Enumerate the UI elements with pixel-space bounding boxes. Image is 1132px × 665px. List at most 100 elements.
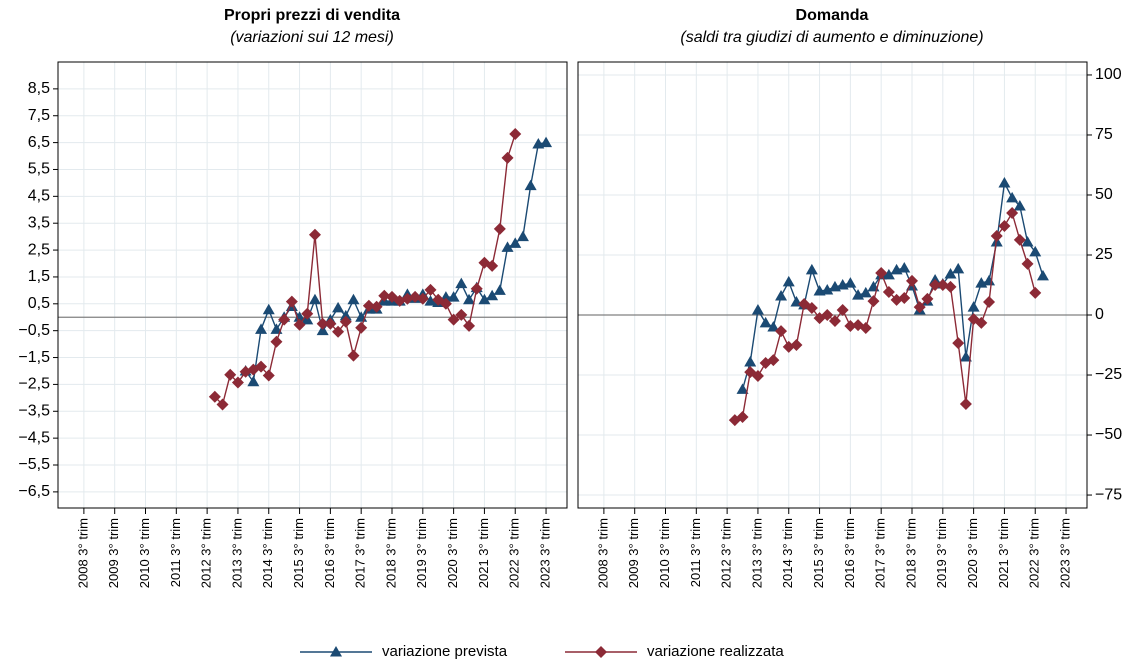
- y-tick-label: −0,5: [18, 322, 50, 339]
- y-tick-label: 50: [1095, 186, 1113, 203]
- x-tick-label: 2017 3° trim: [873, 518, 888, 588]
- plot-frame: [57, 61, 568, 509]
- series-line: [245, 141, 547, 384]
- y-tick-label: −1,5: [18, 349, 50, 366]
- diamond-marker: [1013, 233, 1026, 246]
- x-tick-label: 2013 3° trim: [749, 518, 764, 588]
- triangle-marker: [486, 289, 499, 301]
- diamond-marker: [332, 325, 345, 338]
- diamond-marker: [424, 283, 437, 296]
- x-tick-label: 2020 3° trim: [445, 518, 460, 588]
- triangle-marker: [262, 303, 275, 315]
- triangle-marker: [736, 383, 749, 394]
- diamond-marker: [255, 360, 268, 373]
- diamond-marker: [867, 295, 880, 308]
- diamond-marker: [285, 295, 298, 308]
- x-tick-label: 2021 3° trim: [476, 518, 491, 588]
- x-tick-label: 2021 3° trim: [996, 518, 1011, 588]
- diamond-marker: [270, 335, 283, 348]
- y-tick-label: −3,5: [18, 402, 50, 419]
- y-tick-label: −75: [1095, 486, 1122, 503]
- diamond-marker: [959, 398, 972, 411]
- diamond-marker: [301, 307, 314, 320]
- triangle-marker: [516, 230, 529, 242]
- x-tick-label: 2019 3° trim: [934, 518, 949, 588]
- y-tick-label: 2,5: [28, 241, 50, 258]
- x-tick-label: 2023 3° trim: [1057, 518, 1072, 588]
- y-tick-label: −2,5: [18, 376, 50, 393]
- triangle-marker: [767, 321, 780, 332]
- diamond-marker: [262, 369, 275, 382]
- x-tick-label: 2015 3° trim: [811, 518, 826, 588]
- diamond-marker: [775, 325, 788, 338]
- legend-label: variazione realizzata: [647, 643, 784, 660]
- series-line: [734, 211, 1036, 421]
- y-tick-label: −25: [1095, 366, 1122, 383]
- diamond-marker: [316, 317, 329, 330]
- triangle-marker: [983, 274, 996, 286]
- diamond-marker: [224, 368, 237, 381]
- diamond-marker: [339, 315, 352, 328]
- panel-title: Domanda: [796, 7, 869, 24]
- triangle-marker: [952, 262, 965, 274]
- triangle-marker: [455, 277, 468, 289]
- x-tick-label: 2022 3° trim: [507, 518, 522, 588]
- diamond-marker: [905, 274, 918, 287]
- diamond-marker: [975, 316, 988, 329]
- series-line: [214, 133, 516, 406]
- diamond-marker: [1006, 206, 1019, 219]
- x-tick-label: 2008 3° trim: [75, 518, 90, 588]
- diamond-marker: [595, 646, 607, 658]
- diamond-marker: [216, 398, 229, 411]
- triangle-marker: [509, 237, 522, 248]
- triangle-marker: [493, 284, 506, 295]
- triangle-marker: [821, 284, 834, 295]
- triangle-marker: [524, 179, 537, 191]
- diamond-marker: [859, 321, 872, 334]
- triangle-marker: [330, 646, 342, 657]
- y-tick-label: 100: [1095, 66, 1122, 83]
- diamond-marker: [324, 317, 337, 330]
- panel-subtitle: (variazioni sui 12 mesi): [230, 29, 394, 46]
- x-tick-label: 2016 3° trim: [322, 518, 337, 588]
- diamond-marker: [913, 301, 926, 314]
- x-tick-label: 2010 3° trim: [657, 518, 672, 588]
- y-tick-label: 4,5: [28, 188, 50, 205]
- triangle-marker: [247, 375, 260, 387]
- legend-label: variazione prevista: [382, 643, 508, 660]
- triangle-marker: [478, 293, 491, 305]
- x-tick-label: 2018 3° trim: [383, 518, 398, 588]
- y-tick-label: 0: [1095, 306, 1104, 323]
- diamond-marker: [882, 285, 895, 298]
- y-tick-label: −50: [1095, 426, 1122, 443]
- x-tick-label: 2012 3° trim: [199, 518, 214, 588]
- diamond-marker: [231, 376, 244, 389]
- y-tick-label: 0,5: [28, 295, 50, 312]
- diamond-marker: [790, 339, 803, 352]
- triangle-marker: [859, 286, 872, 298]
- y-tick-label: 6,5: [28, 134, 50, 151]
- diamond-marker: [736, 411, 749, 424]
- triangle-marker: [255, 323, 268, 334]
- diamond-marker: [767, 354, 780, 367]
- diamond-marker: [998, 219, 1011, 232]
- diamond-marker: [486, 259, 499, 272]
- diamond-marker: [493, 222, 506, 235]
- x-tick-label: 2016 3° trim: [842, 518, 857, 588]
- diamond-marker: [208, 390, 221, 403]
- x-tick-label: 2019 3° trim: [414, 518, 429, 588]
- triangle-marker: [882, 268, 895, 280]
- x-tick-label: 2023 3° trim: [537, 518, 552, 588]
- diamond-marker: [875, 266, 888, 279]
- triangle-marker: [775, 290, 788, 301]
- triangle-marker: [339, 309, 352, 321]
- diamond-marker: [990, 230, 1003, 243]
- y-tick-label: 7,5: [28, 107, 50, 124]
- x-tick-label: 2009 3° trim: [626, 518, 641, 588]
- triangle-marker: [844, 277, 857, 288]
- triangle-marker: [805, 263, 818, 275]
- diamond-marker: [898, 291, 911, 304]
- y-tick-label: −5,5: [18, 456, 50, 473]
- y-tick-label: 75: [1095, 126, 1113, 143]
